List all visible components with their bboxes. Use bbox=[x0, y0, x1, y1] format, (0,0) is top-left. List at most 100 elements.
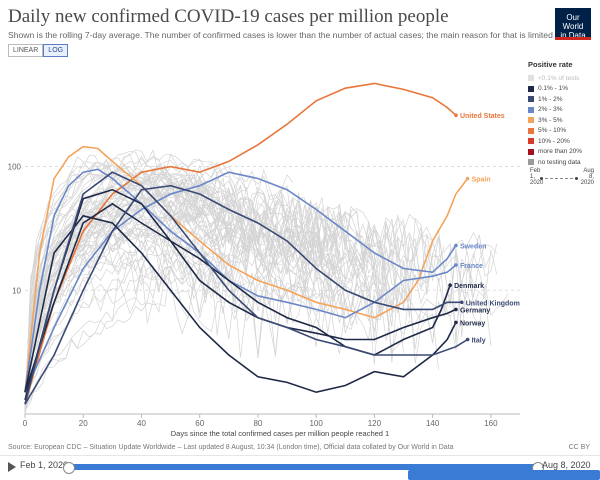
legend-item[interactable]: 2% - 3% bbox=[528, 105, 598, 116]
owid-logo[interactable]: Our World in Data bbox=[555, 8, 591, 40]
legend-label: <0.1% of tests bbox=[538, 74, 580, 82]
series-end-point bbox=[459, 300, 464, 305]
legend-timeline[interactable]: Feb 1, 2020 Aug 8, 2020 bbox=[528, 168, 594, 190]
highlighted-series: United States Spain Sweden France Denmark Uni… bbox=[24, 82, 520, 405]
background-series-line bbox=[24, 263, 457, 413]
x-axis-label: Days since the total confirmed cases per… bbox=[171, 429, 389, 438]
legend-swatch bbox=[528, 85, 534, 92]
series-end-point bbox=[454, 307, 458, 312]
chart-subtitle: Shown is the rolling 7-day average. The … bbox=[8, 30, 583, 40]
background-series-line bbox=[24, 158, 334, 415]
legend-item[interactable]: <0.1% of tests bbox=[528, 73, 598, 84]
background-series-line bbox=[24, 202, 474, 414]
series-line bbox=[24, 214, 457, 394]
series-label: Germany bbox=[460, 307, 490, 314]
legend-item[interactable]: 10% - 20% bbox=[528, 136, 598, 147]
license-label[interactable]: CC BY bbox=[568, 444, 590, 451]
background-series-line bbox=[24, 258, 509, 409]
scale-toggle: LINEAR LOG bbox=[8, 44, 69, 57]
background-series-line bbox=[24, 215, 404, 415]
x-tick-label: 100 bbox=[309, 419, 323, 428]
background-series-line bbox=[24, 164, 364, 415]
legend-item[interactable]: 3% - 5% bbox=[528, 115, 598, 126]
logo-line-1: Our World bbox=[562, 13, 584, 31]
legend-label: 1% - 2% bbox=[538, 95, 563, 103]
timeline-start-handle[interactable] bbox=[63, 462, 75, 474]
series-label: Denmark bbox=[454, 283, 484, 290]
legend-item[interactable]: 1% - 2% bbox=[528, 94, 598, 105]
background-series-line bbox=[24, 163, 206, 414]
legend-swatch bbox=[528, 106, 534, 113]
y-tick-label: 100 bbox=[8, 163, 22, 172]
legend-item[interactable]: no testing data bbox=[528, 157, 598, 168]
background-series-line bbox=[24, 186, 404, 409]
legend-label: no testing data bbox=[538, 158, 581, 166]
legend-item[interactable]: 5% - 10% bbox=[528, 126, 598, 137]
background-series-line bbox=[24, 192, 317, 414]
background-series-line bbox=[24, 166, 492, 408]
series-label: France bbox=[460, 263, 483, 270]
legend-timeline-line[interactable] bbox=[540, 177, 578, 180]
background-series-line bbox=[24, 189, 439, 414]
series-label: Sweden bbox=[460, 244, 486, 251]
background-series-line bbox=[24, 198, 393, 415]
x-tick-label: 120 bbox=[368, 419, 382, 428]
chart-axes: 10 100 0 20 40 60 80 100 120 140 160 bbox=[8, 163, 520, 428]
series-label: Spain bbox=[472, 177, 491, 184]
background-series-line bbox=[24, 166, 498, 408]
series-line bbox=[24, 82, 457, 405]
positive-rate-legend: Positive rate <0.1% of tests 0.1% - 1% 1% … bbox=[528, 60, 598, 168]
series-line bbox=[24, 202, 451, 393]
legend-title: Positive rate bbox=[528, 60, 573, 69]
legend-timeline-end: Aug 8, 2020 bbox=[580, 168, 594, 186]
background-series-line bbox=[24, 212, 375, 415]
background-series-line bbox=[24, 153, 445, 415]
legend-label: 10% - 20% bbox=[538, 137, 570, 145]
background-series-line bbox=[24, 205, 398, 411]
x-tick-label: 160 bbox=[484, 419, 498, 428]
x-tick-label: 40 bbox=[137, 419, 146, 428]
legend-item[interactable]: more than 20% bbox=[528, 147, 598, 158]
series-end-point bbox=[448, 283, 452, 287]
legend-item[interactable]: 0.1% - 1% bbox=[528, 84, 598, 95]
background-series-line bbox=[24, 161, 224, 410]
timeline-start-date: Feb 1, 2020 bbox=[20, 460, 69, 470]
timeline-track[interactable] bbox=[67, 464, 537, 470]
background-series-line bbox=[24, 237, 218, 412]
legend-label: 3% - 5% bbox=[538, 116, 563, 124]
y-tick-label: 10 bbox=[12, 286, 21, 295]
background-series-line bbox=[24, 238, 346, 415]
legend-swatch bbox=[528, 96, 534, 103]
series-line bbox=[24, 184, 462, 405]
series-end-point bbox=[465, 176, 470, 181]
chart-actions-button[interactable] bbox=[408, 470, 600, 480]
series-end-point bbox=[454, 243, 458, 248]
series-label: United States bbox=[460, 113, 505, 120]
linear-scale-button[interactable]: LINEAR bbox=[8, 44, 44, 57]
series-line bbox=[24, 168, 457, 393]
series-label: United Kingdom bbox=[466, 300, 520, 307]
legend-swatch bbox=[528, 117, 534, 124]
timeline-end-date: Aug 8, 2020 bbox=[542, 460, 591, 470]
series-label: Italy bbox=[472, 338, 486, 345]
legend-label: 5% - 10% bbox=[538, 127, 567, 135]
background-series-line bbox=[24, 274, 439, 411]
x-tick-label: 0 bbox=[23, 419, 28, 428]
logo-line-2: in Data bbox=[560, 31, 586, 40]
series-end-point bbox=[454, 113, 458, 118]
series-line bbox=[24, 171, 469, 405]
series-end-point bbox=[454, 263, 458, 267]
background-series-line bbox=[24, 227, 218, 410]
legend-swatch bbox=[528, 138, 534, 145]
legend-swatch bbox=[528, 127, 534, 134]
log-scale-button[interactable]: LOG bbox=[43, 44, 69, 57]
series-end-point bbox=[465, 337, 470, 342]
legend-label: more than 20% bbox=[538, 148, 583, 156]
x-tick-label: 60 bbox=[195, 419, 204, 428]
play-icon[interactable] bbox=[8, 462, 16, 472]
background-series-line bbox=[24, 176, 498, 410]
x-tick-label: 140 bbox=[426, 419, 440, 428]
legend-label: 2% - 3% bbox=[538, 106, 563, 114]
legend-timeline-start: Feb 1, 2020 bbox=[530, 168, 544, 186]
